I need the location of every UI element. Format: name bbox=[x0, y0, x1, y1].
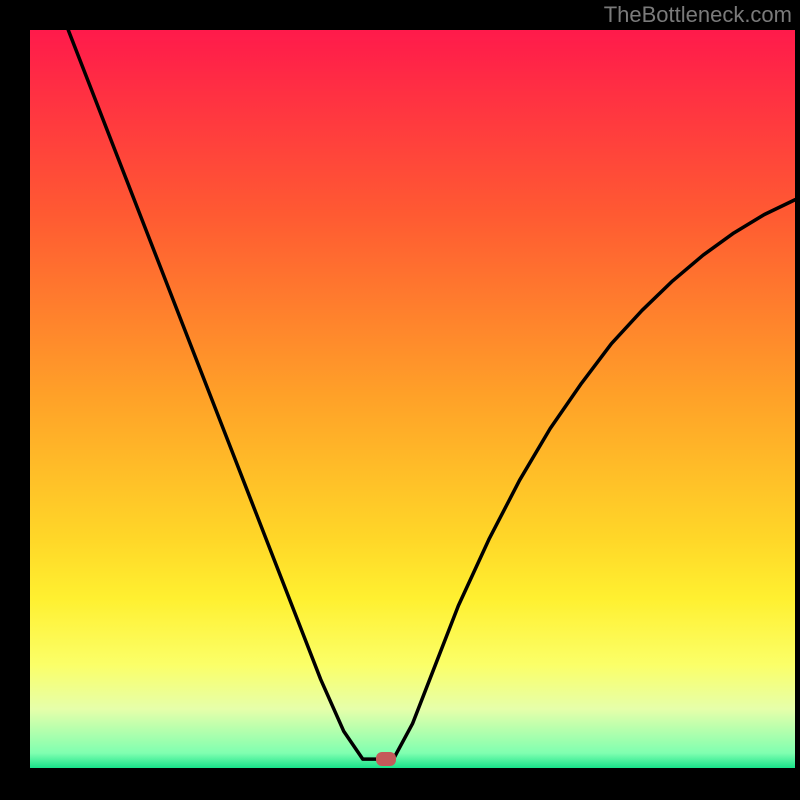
optimal-point-marker bbox=[376, 752, 396, 766]
chart-plot-area bbox=[30, 30, 795, 768]
watermark-text: TheBottleneck.com bbox=[604, 2, 792, 28]
